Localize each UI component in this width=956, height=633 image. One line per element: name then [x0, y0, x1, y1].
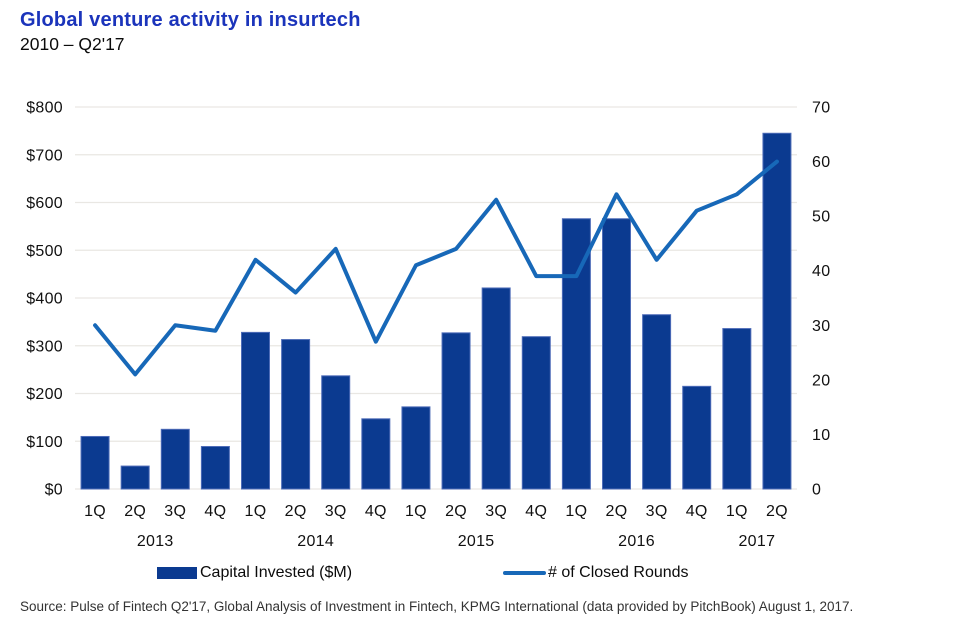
- bar-2Q-5: [281, 339, 311, 490]
- source-note: Source: Pulse of Fintech Q2'17, Global A…: [20, 599, 854, 614]
- left-axis-tick-label: $500: [26, 243, 63, 260]
- x-axis-year-label: 2017: [738, 533, 775, 550]
- x-axis-year-label: 2013: [137, 533, 174, 550]
- x-axis-quarter-label: 1Q: [565, 503, 587, 520]
- x-axis-quarter-label: 3Q: [164, 503, 186, 520]
- x-axis-quarter-label: 4Q: [365, 503, 387, 520]
- left-axis-tick-label: $400: [26, 291, 63, 308]
- right-axis-tick-label: 40: [812, 263, 830, 280]
- chart-title: Global venture activity in insurtech: [20, 9, 361, 31]
- left-axis-tick-label: $700: [26, 147, 63, 164]
- right-axis-tick-label: 10: [812, 427, 830, 444]
- x-axis-year-label: 2014: [297, 533, 334, 550]
- bar-2Q-17: [762, 132, 792, 490]
- x-axis-quarter-label: 4Q: [204, 503, 226, 520]
- bar-4Q-7: [361, 418, 391, 490]
- right-axis-tick-label: 50: [812, 209, 830, 226]
- bar-1Q-8: [401, 406, 431, 490]
- legend-line-swatch: [503, 570, 546, 576]
- legend-item-capital-invested: Capital Invested ($M): [157, 563, 352, 583]
- x-axis-year-label: 2016: [618, 533, 655, 550]
- x-axis-quarter-label: 2Q: [285, 503, 307, 520]
- closed-rounds-line: [93, 159, 779, 377]
- bar-3Q-14: [642, 314, 672, 490]
- bar-1Q-4: [241, 331, 270, 490]
- left-axis-tick-label: $200: [26, 386, 63, 403]
- left-axis-tick-label: $100: [26, 434, 63, 451]
- legend-bar-swatch: [157, 567, 197, 579]
- x-axis-quarter-label: 1Q: [245, 503, 267, 520]
- x-axis-quarter-label: 4Q: [686, 503, 708, 520]
- bar-1Q-12: [561, 218, 591, 490]
- bar-2Q-1: [120, 465, 150, 490]
- x-axis-quarter-label: 2Q: [606, 503, 628, 520]
- bar-2Q-9: [441, 332, 471, 490]
- bar-1Q-16: [722, 328, 752, 490]
- x-axis-quarter-label: 3Q: [646, 503, 668, 520]
- bar-1Q-0: [80, 435, 110, 490]
- bar-4Q-11: [521, 336, 551, 490]
- bar-3Q-2: [160, 428, 190, 490]
- x-axis-year-label: 2015: [458, 533, 495, 550]
- x-axis-quarter-label: 2Q: [124, 503, 146, 520]
- x-axis-quarter-label: 1Q: [84, 503, 106, 520]
- legend-item-closed-rounds: # of Closed Rounds: [503, 563, 689, 583]
- x-axis-quarter-label: 1Q: [405, 503, 427, 520]
- left-axis-tick-label: $300: [26, 338, 63, 355]
- bar-4Q-15: [682, 385, 712, 490]
- x-axis-quarter-label: 3Q: [485, 503, 507, 520]
- x-axis-quarter-label: 3Q: [325, 503, 347, 520]
- bar-4Q-3: [200, 446, 230, 490]
- x-axis-quarter-label: 2Q: [766, 503, 788, 520]
- x-axis-quarter-label: 1Q: [726, 503, 748, 520]
- legend-label-capital-invested: Capital Invested ($M): [200, 564, 353, 581]
- right-axis-tick-label: 0: [812, 482, 821, 499]
- bar-3Q-6: [321, 375, 351, 490]
- bar-2Q-13: [602, 218, 631, 490]
- x-axis-quarter-label: 4Q: [525, 503, 547, 520]
- bar-3Q-10: [481, 287, 511, 490]
- right-axis-tick-label: 60: [812, 154, 830, 171]
- left-axis-tick-label: $0: [45, 482, 63, 499]
- left-axis-tick-label: $800: [26, 100, 63, 117]
- right-axis-tick-label: 70: [812, 100, 830, 117]
- left-axis-tick-label: $600: [26, 195, 63, 212]
- legend-label-closed-rounds: # of Closed Rounds: [548, 564, 689, 581]
- x-axis-quarter-label: 2Q: [445, 503, 467, 520]
- right-axis-tick-label: 30: [812, 318, 830, 335]
- right-axis-tick-label: 20: [812, 372, 830, 389]
- chart-subtitle: 2010 – Q2'17: [20, 34, 125, 54]
